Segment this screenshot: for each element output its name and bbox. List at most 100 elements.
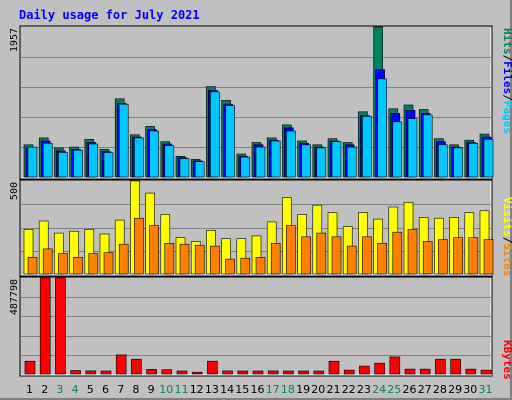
- sites-bar: [483, 239, 494, 275]
- kbytes-bar: [283, 370, 294, 375]
- sites-bar: [392, 231, 403, 275]
- kbytes-bar: [252, 370, 264, 375]
- kbytes-bar: [480, 369, 492, 375]
- sites-bar: [453, 237, 463, 275]
- middle-axis-max-label: 500: [9, 182, 20, 200]
- pages-bar: [210, 91, 220, 178]
- kbytes-bar: [191, 371, 203, 375]
- sites-bar: [210, 245, 220, 275]
- sites-bar: [362, 236, 372, 275]
- sites-bar: [331, 236, 342, 275]
- kbytes-bar: [404, 368, 416, 375]
- pages-bar: [42, 143, 53, 178]
- pages-bar: [225, 105, 235, 178]
- sites-bar: [346, 245, 357, 275]
- sites-bar: [103, 252, 114, 275]
- pages-bar: [468, 143, 479, 178]
- kbytes-bar: [465, 368, 477, 375]
- day-label: 18: [281, 383, 295, 396]
- kbytes-bar: [450, 358, 461, 375]
- kbytes-bar: [359, 365, 370, 375]
- sites-bar: [58, 253, 68, 275]
- sites-bar: [164, 243, 175, 275]
- kbytes-bar: [24, 360, 36, 375]
- day-label: 8: [132, 383, 139, 396]
- day-label: 9: [148, 383, 155, 396]
- day-label: 1: [26, 383, 33, 396]
- pages-bar: [58, 152, 68, 178]
- panel-bottom: [19, 276, 493, 377]
- kbytes-bar: [131, 358, 142, 375]
- sites-bar: [27, 256, 38, 275]
- pages-bar: [149, 130, 159, 178]
- sites-bar: [286, 225, 296, 275]
- pages-bar: [73, 149, 83, 178]
- kbytes-bar: [85, 370, 97, 375]
- day-label: 28: [433, 383, 447, 396]
- legend-slash: /: [501, 237, 512, 244]
- sites-bar: [225, 258, 235, 275]
- day-label: 6: [102, 383, 109, 396]
- kbytes-bar: [207, 360, 218, 375]
- kbytes-bar: [115, 354, 127, 375]
- day-label: 10: [159, 383, 173, 396]
- kbytes-bar: [435, 358, 446, 375]
- sites-bar: [255, 256, 266, 275]
- day-label: 30: [463, 383, 477, 396]
- sites-bar: [73, 256, 83, 275]
- kbytes-bar: [55, 277, 66, 375]
- day-label: 27: [418, 383, 432, 396]
- kbytes-bar: [419, 368, 431, 375]
- day-label: 22: [342, 383, 356, 396]
- kbytes-bar: [100, 370, 112, 375]
- pages-bar: [301, 144, 311, 178]
- kbytes-bar: [389, 356, 401, 375]
- day-label: 13: [205, 383, 219, 396]
- sites-bar: [118, 243, 129, 275]
- sites-bar: [88, 253, 99, 275]
- kbytes-bar: [374, 362, 385, 375]
- day-label: 31: [479, 383, 493, 396]
- legend-pages: Pages: [501, 101, 512, 134]
- top-axis-max-label: 1957: [9, 28, 20, 52]
- day-label: 29: [448, 383, 462, 396]
- day-label: 20: [311, 383, 325, 396]
- day-label: 16: [251, 383, 265, 396]
- pages-bar: [164, 145, 175, 178]
- legend-files: Files: [501, 61, 512, 94]
- legend-top: Hits/Files/Pages: [501, 28, 512, 134]
- day-label: 7: [117, 383, 124, 396]
- kbytes-bar: [146, 368, 157, 375]
- pages-bar: [483, 139, 494, 178]
- day-label: 25: [387, 383, 401, 396]
- sites-bar: [377, 243, 387, 275]
- day-labels: 1 2 3 4 5 6 7 8 9 10 11 12 13 14 15 16 17 18 19 20 21 22 23 24 2…: [26, 383, 493, 396]
- kbytes-bar: [222, 370, 233, 375]
- day-label: 4: [72, 383, 79, 396]
- day-label: 2: [41, 383, 48, 396]
- sites-bar: [468, 237, 479, 275]
- kbytes-bar: [328, 360, 340, 375]
- pages-bar: [194, 161, 205, 178]
- legend-slash: /: [501, 94, 512, 101]
- pages-bar: [270, 140, 281, 178]
- sites-bar: [194, 244, 205, 275]
- pages-bar: [362, 116, 372, 178]
- legend-sites: Sites: [501, 243, 512, 276]
- pages-bar: [453, 147, 463, 178]
- pages-bar: [88, 143, 99, 178]
- day-label: 26: [403, 383, 417, 396]
- bars: [23, 26, 494, 375]
- day-label: 11: [175, 383, 189, 396]
- kbytes-bar: [70, 370, 81, 375]
- sites-bar: [438, 239, 448, 275]
- pages-bar: [240, 156, 251, 178]
- pages-bar: [392, 121, 403, 178]
- kbytes-bar: [39, 277, 51, 375]
- bottom-axis-max-label: 487798: [9, 279, 20, 315]
- day-label: 24: [372, 383, 386, 396]
- pages-bar: [407, 118, 418, 178]
- legend-visits: Visits: [501, 197, 512, 237]
- pages-bar: [255, 146, 266, 178]
- sites-bar: [407, 229, 418, 275]
